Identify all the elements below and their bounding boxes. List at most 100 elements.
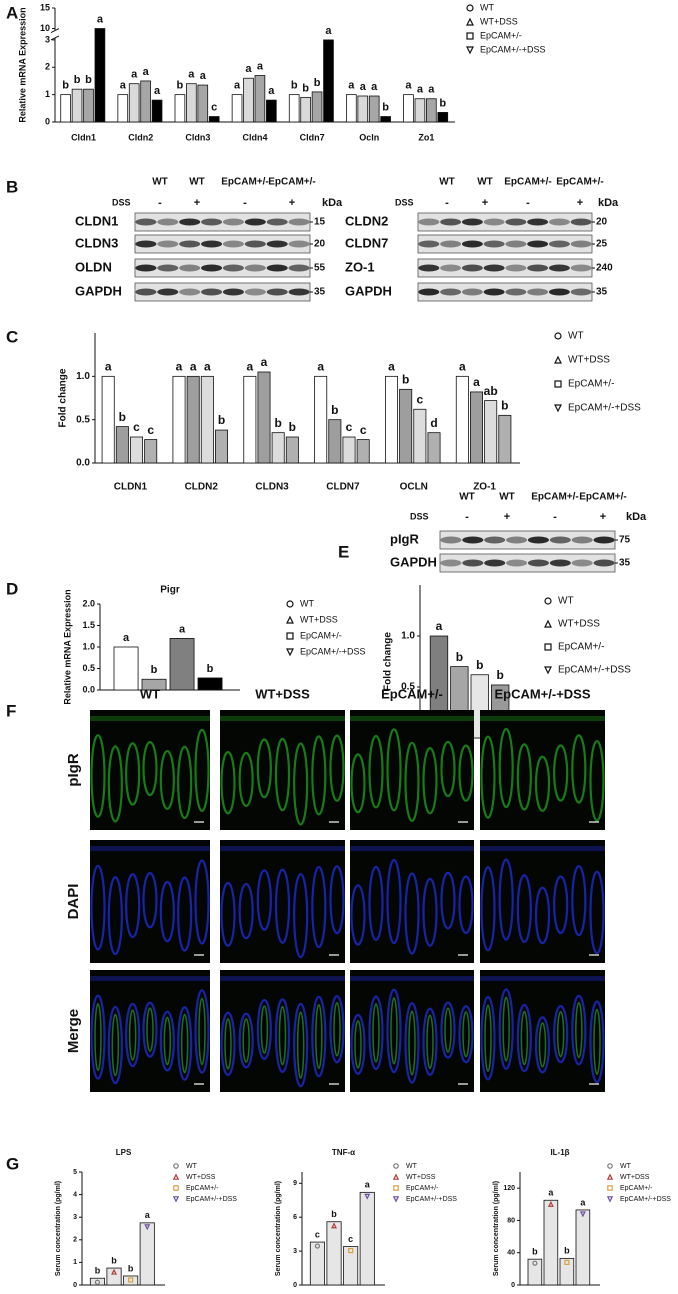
significance-letter: b <box>119 410 126 424</box>
y-tick-label: 1.0 <box>82 641 95 651</box>
legend-symbol <box>466 17 474 26</box>
bar <box>94 28 106 123</box>
crypt-stain <box>390 997 398 1065</box>
surface-band <box>90 976 210 981</box>
significance-letter: b <box>275 416 282 430</box>
legend-label: WT <box>620 1163 632 1170</box>
blot-band <box>548 288 570 296</box>
crypt <box>256 738 272 799</box>
crypt <box>293 1002 309 1088</box>
unit-label: kDa <box>598 197 619 209</box>
legend-label: WT <box>186 1163 198 1170</box>
blot-band <box>418 218 440 226</box>
bar <box>342 436 356 464</box>
legend-symbol <box>607 1163 613 1169</box>
crypt <box>516 1003 532 1073</box>
blot-band <box>527 218 549 226</box>
blot-band <box>548 240 570 248</box>
significance-letter: b <box>62 80 69 92</box>
row-label: DAPI <box>65 884 82 920</box>
blot-band <box>179 218 201 226</box>
crypt <box>516 874 532 944</box>
y-tick-label: 0 <box>73 1282 77 1289</box>
column-header: EpCAM+/-+DSS <box>494 686 590 701</box>
significance-letter: c <box>416 392 423 406</box>
significance-letter: a <box>371 81 378 93</box>
legend-symbol <box>544 619 552 628</box>
blot-band <box>201 288 223 296</box>
treatment-sign: - <box>465 511 469 523</box>
crypt-stain <box>146 1007 154 1052</box>
legend-label: EpCAM+/- <box>558 642 604 653</box>
legend-symbol <box>393 1163 399 1169</box>
treatment-sign: + <box>600 511 606 523</box>
chart-title: TNF-α <box>332 1148 355 1157</box>
y-tick-label: 0 <box>293 1282 297 1289</box>
blot-band <box>548 264 570 272</box>
crypt-stain <box>94 1003 102 1072</box>
legend-symbol <box>172 1196 180 1203</box>
legend-symbol <box>554 380 562 388</box>
significance-letter: b <box>476 658 483 672</box>
surface-band <box>220 716 345 721</box>
blot-band <box>484 536 506 544</box>
kda-label: 20 <box>596 217 608 228</box>
bar <box>328 419 342 464</box>
surface-band <box>480 846 605 851</box>
treatment-label: DSS <box>410 511 429 521</box>
lane-header: WT <box>499 492 515 503</box>
crypt <box>553 744 569 802</box>
crypt <box>107 1005 123 1085</box>
blot-band <box>505 288 527 296</box>
crypt-stain <box>372 1003 380 1063</box>
significance-letter: b <box>95 1266 101 1276</box>
crypt <box>498 858 514 941</box>
bar <box>128 83 140 123</box>
crypt <box>194 728 210 813</box>
significance-letter: a <box>176 360 183 374</box>
blot-band <box>222 240 244 248</box>
bar <box>174 94 186 123</box>
legend-label: EpCAM+/- <box>406 1185 439 1192</box>
significance-letter: a <box>317 360 324 374</box>
crypt <box>177 1006 193 1081</box>
kda-label: 55 <box>314 263 326 274</box>
legend-symbol <box>392 1196 400 1203</box>
treatment-sign: - <box>526 197 530 209</box>
bar <box>399 388 413 464</box>
significance-letter: a <box>200 70 207 82</box>
blot-name: ZO-1 <box>345 259 375 274</box>
legend-label: WT <box>558 596 574 607</box>
bar <box>83 88 94 123</box>
significance-letter: b <box>128 1263 134 1273</box>
crypt <box>534 755 551 812</box>
legend-symbol <box>172 1173 180 1180</box>
bar <box>470 391 483 464</box>
unit-label: kDa <box>626 511 647 523</box>
crypt-stain <box>260 1005 269 1054</box>
treatment-sign: + <box>194 197 200 209</box>
blot-band <box>222 288 244 296</box>
column-header: WT+DSS <box>255 686 310 701</box>
y-tick-label: 2 <box>45 62 50 72</box>
blot-band <box>157 240 179 248</box>
crypt-stain <box>408 1010 416 1076</box>
significance-letter: c <box>346 420 353 434</box>
x-tick-label: Cldn4 <box>242 132 267 142</box>
significance-letter: a <box>97 13 104 25</box>
significance-letter: a <box>246 360 253 374</box>
bar <box>455 375 469 464</box>
treatment-label: DSS <box>395 197 414 207</box>
kda-label: 35 <box>314 287 326 298</box>
point-symbol <box>564 1259 570 1265</box>
bar <box>139 1222 155 1286</box>
lane-header: WT <box>459 492 475 503</box>
y-tick-label: 80 <box>507 1217 515 1224</box>
kda-label: 35 <box>596 287 608 298</box>
micrograph <box>90 710 210 830</box>
x-tick-label: CLDN7 <box>326 482 360 493</box>
significance-letter: b <box>501 399 508 413</box>
treatment-sign: - <box>243 197 247 209</box>
blot-band <box>266 240 288 248</box>
significance-letter: a <box>120 80 127 92</box>
